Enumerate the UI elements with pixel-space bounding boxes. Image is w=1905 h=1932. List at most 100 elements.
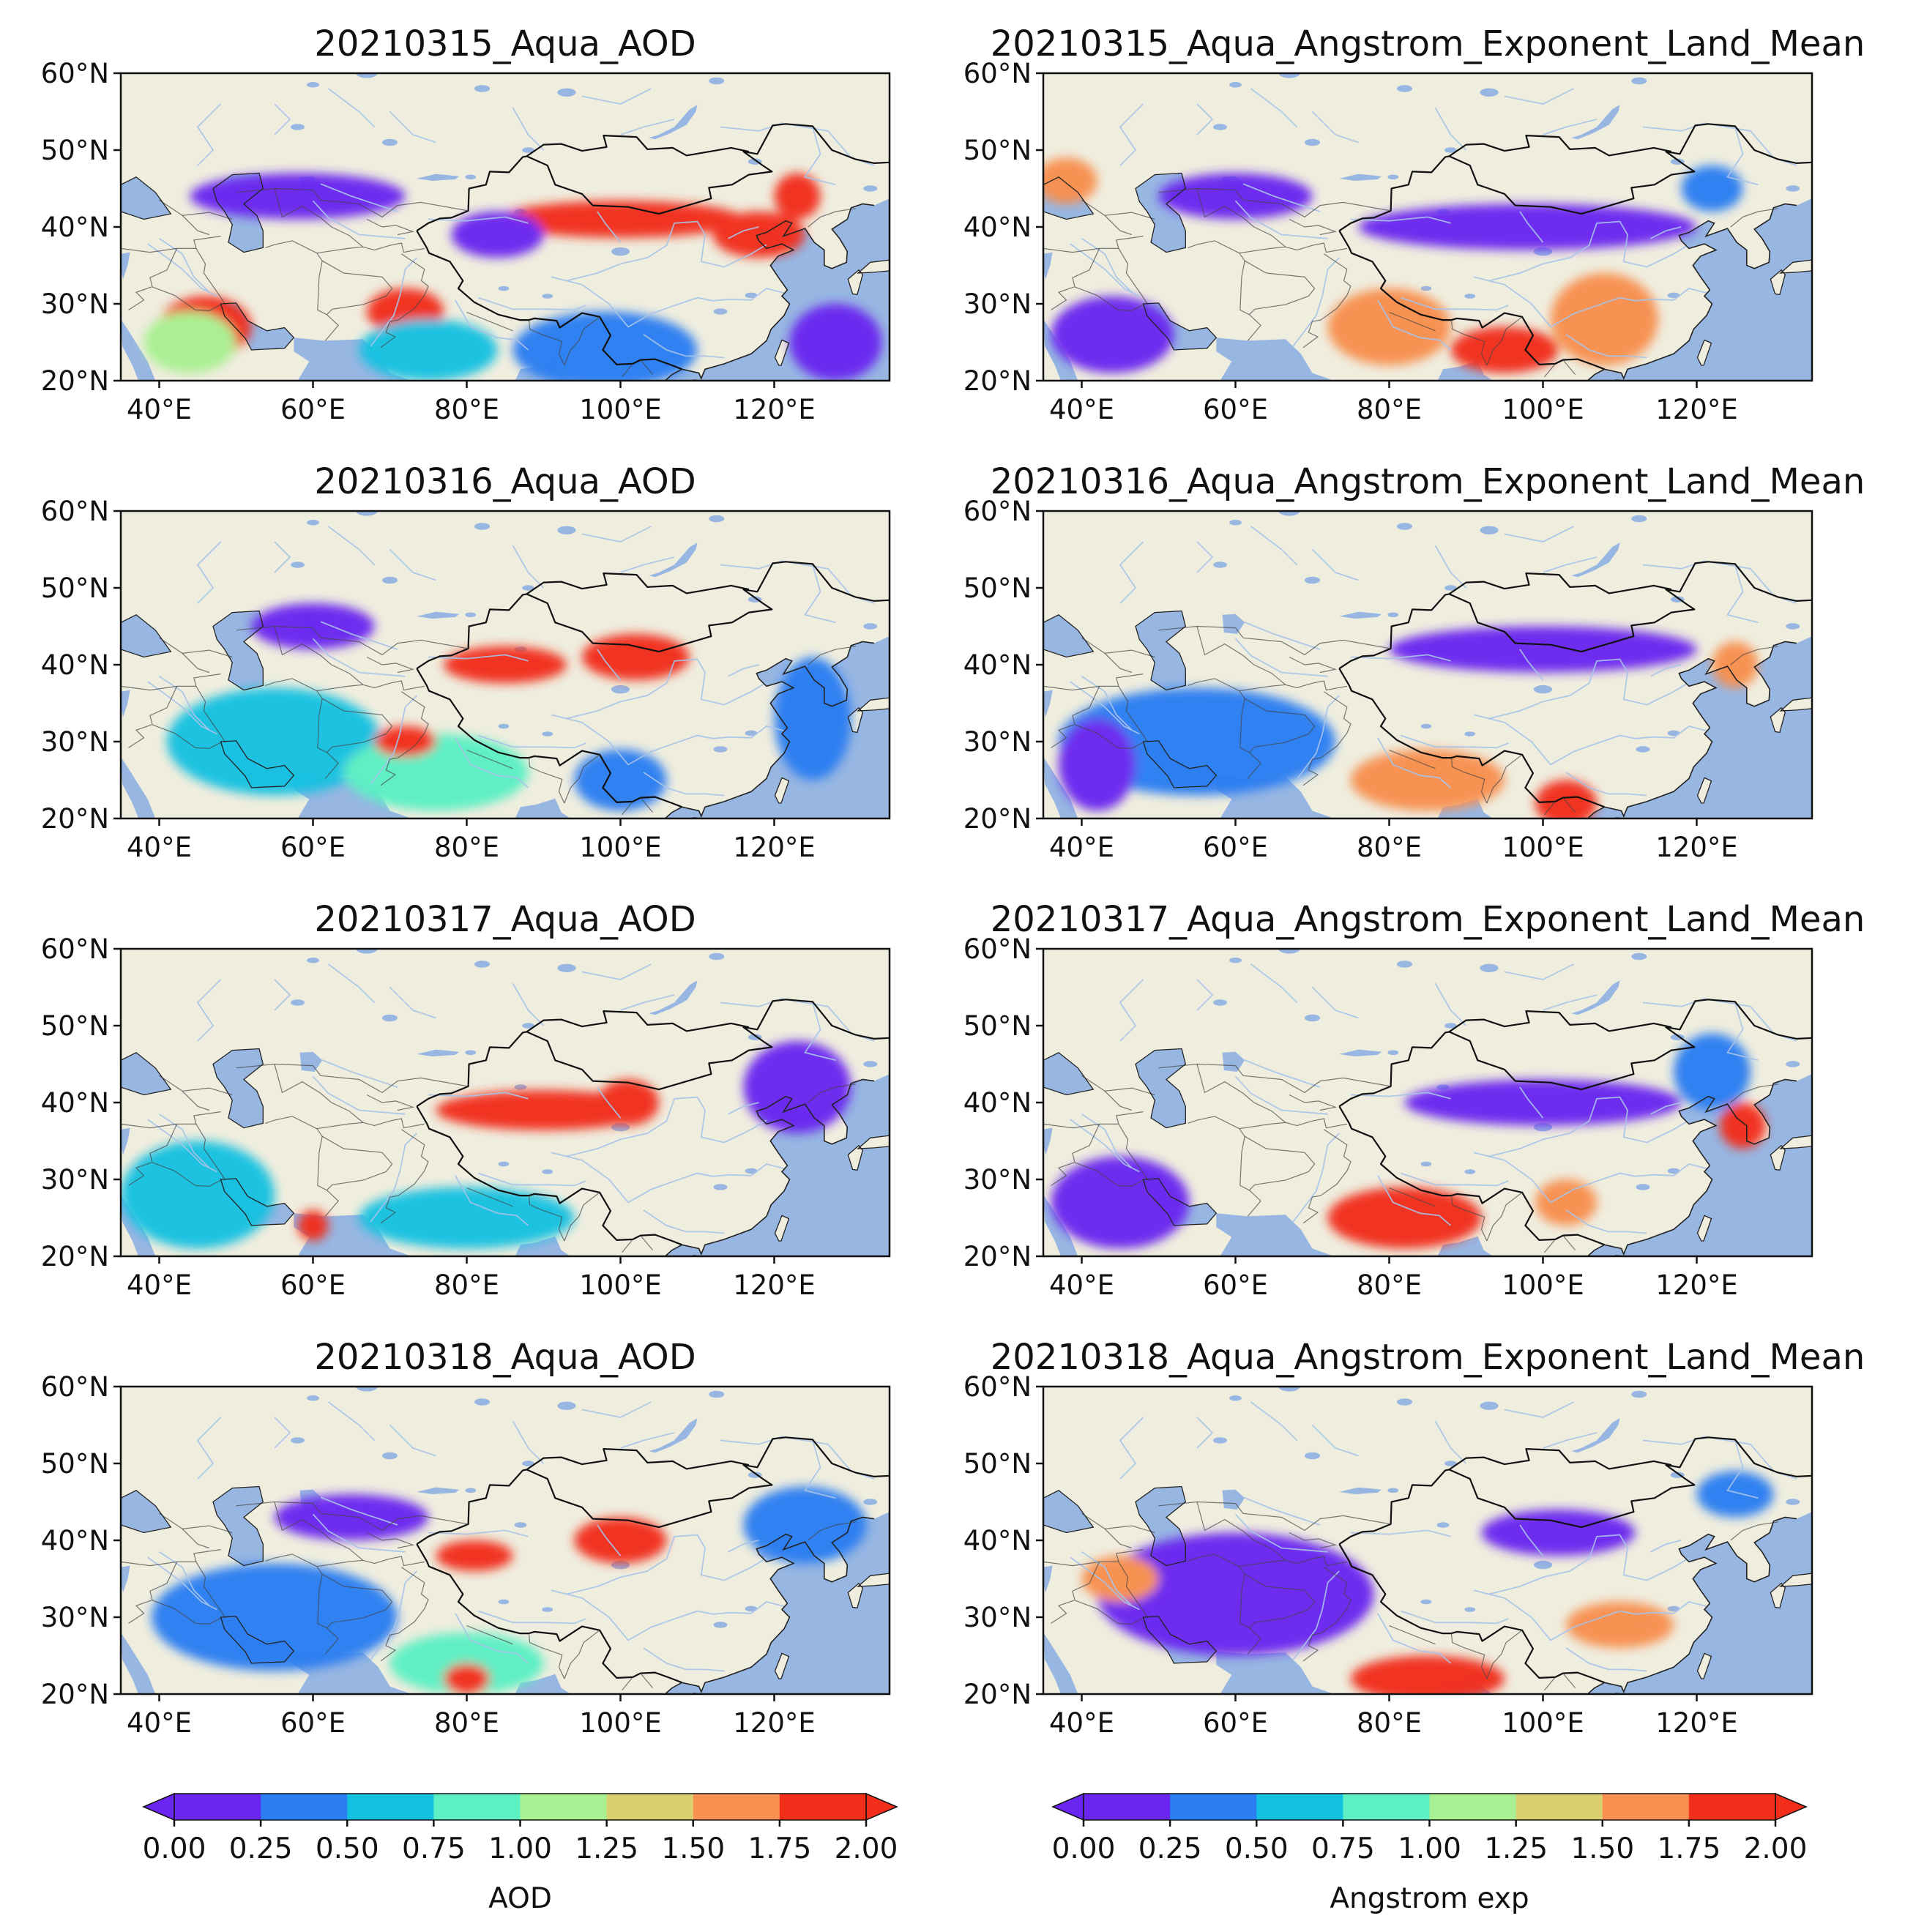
x-tick-label: 120°E xyxy=(733,394,816,425)
lake xyxy=(417,174,459,181)
colorbar-tick-label: 2.00 xyxy=(1744,1832,1808,1865)
lake xyxy=(709,952,725,961)
y-tick-label: 40°N xyxy=(41,649,109,681)
data-blob xyxy=(1696,1471,1774,1518)
river xyxy=(1311,548,1359,581)
y-tick-label: 20°N xyxy=(963,1679,1032,1710)
data-blob xyxy=(1043,157,1097,204)
border-line xyxy=(564,316,600,366)
border-line xyxy=(1448,572,1672,595)
lake xyxy=(382,1452,398,1460)
x-tick-label: 60°E xyxy=(1203,1707,1268,1739)
lake xyxy=(1305,576,1320,584)
river xyxy=(1350,216,1451,224)
colorbar-segment xyxy=(1170,1794,1257,1820)
ocean-area xyxy=(1216,337,1334,381)
border-line xyxy=(526,1010,750,1033)
lake xyxy=(1305,138,1320,146)
lake xyxy=(1387,174,1399,180)
lake xyxy=(1631,952,1647,961)
colorbar-segment xyxy=(520,1794,608,1820)
border-line xyxy=(622,1239,633,1253)
data-blob xyxy=(574,749,667,811)
ocean-area xyxy=(665,636,890,818)
panel-title: 20210316_Aqua_Angstrom_Exponent_Land_Mea… xyxy=(991,461,1865,502)
river xyxy=(1650,664,1682,677)
river xyxy=(1250,1401,1298,1441)
coastline xyxy=(1779,259,1812,274)
y-tick-label: 60°N xyxy=(963,496,1032,527)
border-line xyxy=(1389,750,1436,769)
data-blob xyxy=(436,1540,513,1571)
data-blob xyxy=(1535,780,1597,818)
x-tick-label: 40°E xyxy=(1049,832,1114,863)
lake xyxy=(745,1605,758,1612)
river xyxy=(1242,183,1321,212)
border-line xyxy=(466,1187,513,1207)
y-tick-label: 50°N xyxy=(963,572,1032,604)
y-tick-label: 50°N xyxy=(963,1010,1032,1042)
y-tick-label: 60°N xyxy=(963,58,1032,89)
y-tick-label: 50°N xyxy=(963,135,1032,166)
coastline xyxy=(121,1052,172,1096)
colorbar-tick-label: 2.00 xyxy=(835,1832,898,1865)
river xyxy=(320,621,398,650)
x-tick-label: 100°E xyxy=(1502,394,1584,425)
lake xyxy=(1786,185,1800,192)
ocean-area xyxy=(1043,1127,1053,1155)
colorbar-segment xyxy=(347,1794,434,1820)
data-blob xyxy=(444,646,567,684)
y-tick-label: 20°N xyxy=(41,1679,109,1710)
lake xyxy=(498,286,510,291)
border-line xyxy=(1450,758,1488,804)
lake xyxy=(1631,515,1647,523)
river xyxy=(389,1424,436,1457)
x-tick-label: 40°E xyxy=(127,832,192,863)
colorbar-segment xyxy=(1343,1794,1430,1820)
lake xyxy=(1444,147,1457,153)
coastline xyxy=(857,697,890,712)
river xyxy=(620,994,675,1011)
data-blob xyxy=(1358,204,1697,250)
y-tick-label: 40°N xyxy=(963,1087,1032,1119)
lake xyxy=(1305,1014,1320,1022)
border-line xyxy=(1302,253,1352,348)
x-tick-label: 80°E xyxy=(434,394,499,425)
border-line xyxy=(1289,1094,1338,1111)
border-line xyxy=(149,248,221,312)
colorbar-tick-label: 0.50 xyxy=(316,1832,379,1865)
border-line xyxy=(274,1064,364,1123)
x-tick-label: 60°E xyxy=(280,394,346,425)
data-blob xyxy=(774,173,821,220)
border-line xyxy=(195,686,226,743)
river xyxy=(1242,1496,1321,1526)
map-area xyxy=(1043,1387,1812,1694)
coastline xyxy=(847,269,864,296)
colorbar-tick-label: 1.50 xyxy=(661,1832,725,1865)
river xyxy=(327,88,376,128)
colorbar-aod: 0.00 0.25 0.50 0.75 1.00 1.25 1.50 1.75 2.00 AOD xyxy=(142,1792,898,1915)
lake xyxy=(522,585,534,591)
river xyxy=(1401,1610,1509,1625)
border-line xyxy=(380,1567,429,1662)
river xyxy=(1119,103,1144,166)
ocean-area xyxy=(1136,611,1186,690)
lake xyxy=(382,1014,398,1022)
river xyxy=(1196,979,1214,1011)
lake xyxy=(649,1418,698,1453)
colorbar-tick-label: 0.00 xyxy=(143,1832,206,1865)
river xyxy=(1650,1540,1682,1553)
island xyxy=(858,260,890,273)
island xyxy=(1781,1135,1812,1149)
y-tick-label: 30°N xyxy=(963,1602,1032,1633)
border-line xyxy=(366,218,415,236)
x-tick-label: 40°E xyxy=(1049,1707,1114,1739)
ocean-area xyxy=(1043,1565,1053,1593)
border-line xyxy=(1072,1124,1144,1187)
ocean-area xyxy=(665,1512,890,1694)
coastline xyxy=(1770,1144,1786,1171)
border-line xyxy=(1544,1239,1556,1253)
border-line xyxy=(622,363,633,378)
lake xyxy=(1339,1487,1382,1494)
lake xyxy=(498,1161,510,1167)
